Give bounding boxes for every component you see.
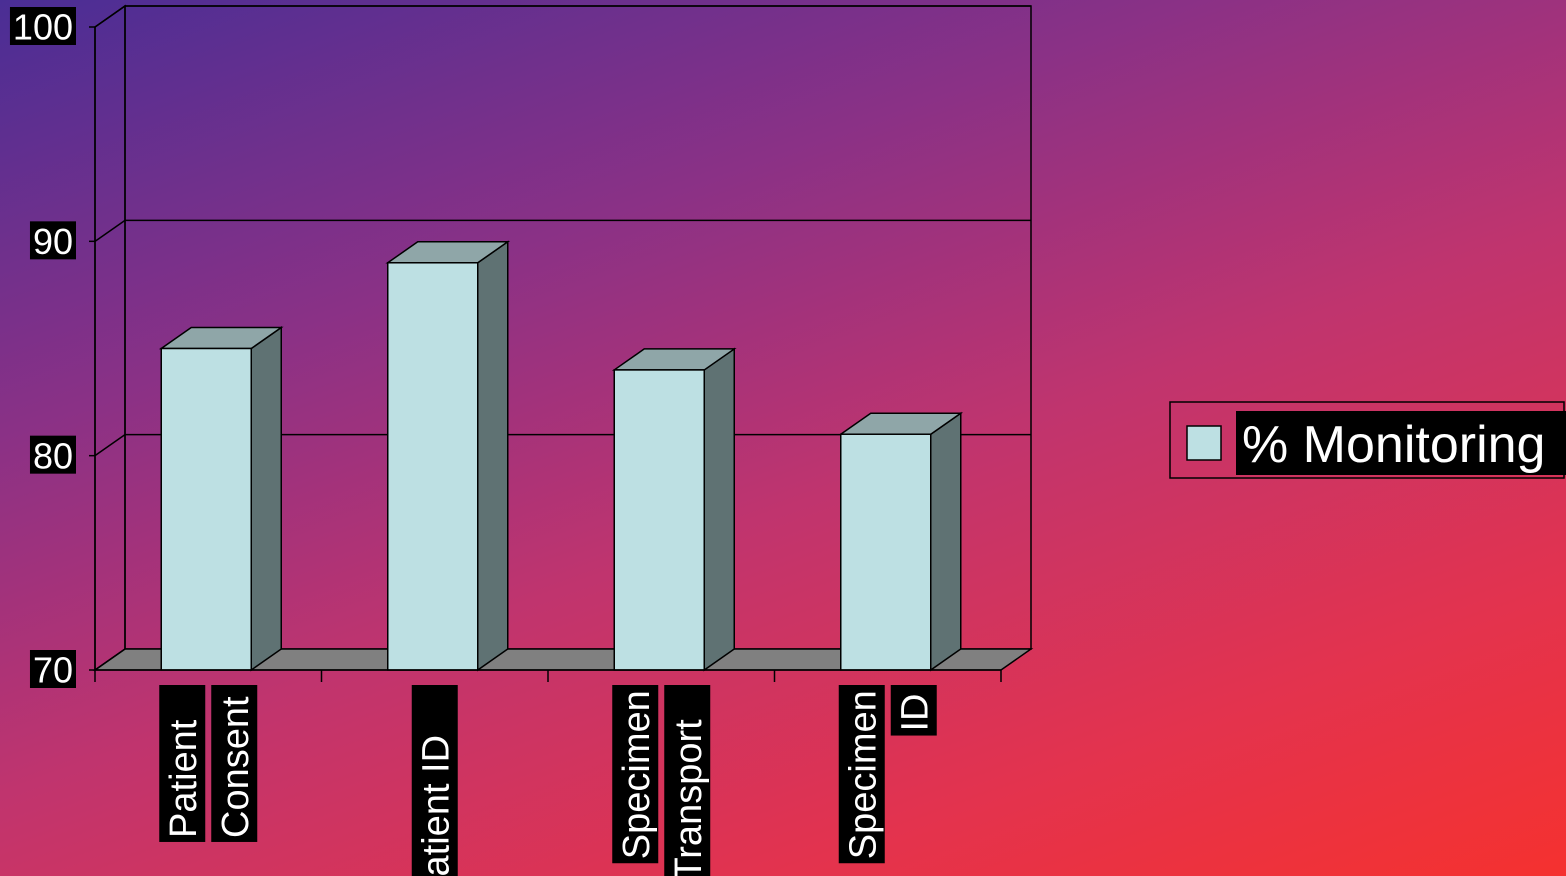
- legend-label-bg: [1236, 411, 1566, 475]
- bar-front: [840, 433, 932, 671]
- x-tick-label-bg: [664, 685, 711, 876]
- legend-swatch: [1186, 425, 1222, 461]
- x-tick-label: Specimen ID: [838, 685, 937, 864]
- bar-side: [930, 411, 962, 672]
- gridline-side: [94, 5, 126, 28]
- x-tick-label-line: Transport: [668, 719, 710, 876]
- legend-label: % Monitoring: [1242, 416, 1545, 474]
- bar-front: [160, 347, 252, 671]
- bar: [158, 326, 284, 672]
- bar-side: [703, 347, 735, 672]
- x-tick-label-line: ID: [894, 694, 936, 732]
- x-tick-label: Patient Consent: [159, 685, 258, 842]
- y-tick-label: 80: [33, 435, 73, 476]
- chart-bars-layer: [158, 240, 964, 672]
- bar-side: [250, 326, 282, 672]
- x-tick-label-line: Patient ID: [415, 735, 457, 876]
- y-tick-label-bg: [29, 435, 76, 474]
- x-tick-label: Specimen Transport: [612, 685, 711, 876]
- gridline-side: [94, 219, 126, 242]
- x-tick-label-line: Consent: [215, 696, 257, 838]
- x-tick-label-line: Specimen: [616, 690, 658, 859]
- y-tick-label: 100: [13, 7, 73, 48]
- bar: [385, 240, 511, 672]
- y-tick-label: 90: [33, 221, 73, 262]
- x-tick-label-bg: [411, 685, 458, 876]
- x-tick-label-line: Patient: [163, 719, 205, 838]
- legend: % Monitoring: [1169, 401, 1566, 479]
- gridline-side: [94, 434, 126, 457]
- x-tick-label-bg: [890, 685, 937, 736]
- y-tick-label: 70: [33, 650, 73, 691]
- y-tick-label-bg: [29, 650, 76, 688]
- x-tick-label-bg: [159, 685, 206, 842]
- x-tick-label-line: Specimen: [842, 690, 884, 859]
- bar-side: [477, 240, 509, 672]
- x-tick-label-bg: [612, 685, 659, 864]
- x-tick-label: Patient ID: [411, 685, 458, 876]
- bar-front: [387, 262, 479, 671]
- bar: [838, 411, 964, 672]
- y-tick-label-bg: [9, 7, 77, 45]
- x-tick-label-bg: [838, 685, 885, 864]
- side-wall: [94, 4, 126, 672]
- bar: [611, 347, 737, 672]
- y-tick-label-bg: [29, 221, 76, 260]
- bar-front: [613, 369, 705, 671]
- x-tick-label-bg: [211, 685, 258, 842]
